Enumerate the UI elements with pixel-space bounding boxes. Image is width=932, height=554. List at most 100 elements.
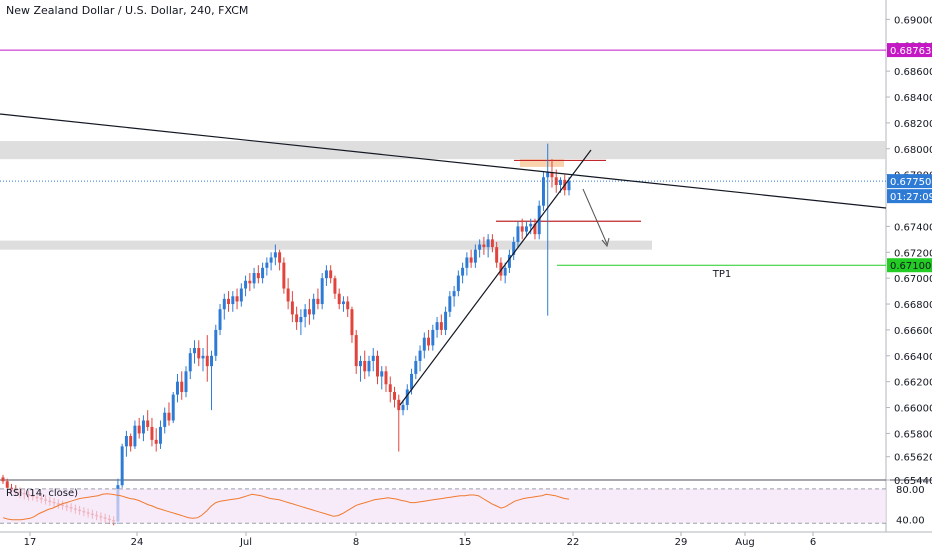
candle-body bbox=[410, 373, 414, 390]
candle-body bbox=[337, 293, 341, 305]
candle-body bbox=[465, 257, 469, 268]
candle-body bbox=[248, 280, 252, 284]
candle-body bbox=[546, 172, 550, 178]
candle-body bbox=[516, 226, 520, 242]
candle-body bbox=[320, 278, 324, 305]
y-tick-label: 0.65440 bbox=[894, 476, 932, 487]
candle-body bbox=[329, 270, 333, 279]
last-price-tag: 0.67750 bbox=[890, 177, 931, 188]
candle-body bbox=[444, 311, 448, 330]
candle-body bbox=[214, 329, 218, 356]
candle-body bbox=[124, 436, 128, 447]
candle-body bbox=[171, 394, 175, 421]
candle-body bbox=[558, 179, 562, 186]
rsi-line bbox=[2, 493, 570, 521]
candle-body bbox=[188, 353, 192, 372]
candle-body bbox=[486, 239, 490, 248]
ascending-trendline bbox=[399, 149, 592, 406]
candle-body bbox=[499, 262, 503, 276]
candle-body bbox=[461, 267, 465, 276]
candle-body bbox=[469, 257, 473, 263]
candle-body bbox=[129, 436, 133, 447]
candle-body bbox=[120, 446, 124, 486]
candle-body bbox=[414, 360, 418, 374]
candle-body bbox=[524, 226, 528, 232]
candle-body bbox=[418, 350, 422, 361]
descending-trendline bbox=[0, 113, 887, 209]
candle-body bbox=[290, 301, 294, 315]
y-tick-label: 0.67000 bbox=[894, 274, 932, 285]
candle-body bbox=[261, 267, 265, 279]
y-tick-label: 0.67400 bbox=[894, 222, 932, 233]
candle-body bbox=[550, 172, 554, 178]
candle-body bbox=[380, 371, 384, 377]
tp-price-tag: 0.67100 bbox=[890, 261, 931, 272]
y-tick-label: 0.68000 bbox=[894, 145, 932, 156]
candle-body bbox=[431, 329, 435, 346]
candle-body bbox=[346, 301, 350, 310]
candle-body bbox=[376, 355, 379, 377]
x-tick-label: 24 bbox=[131, 537, 144, 548]
candle-body bbox=[350, 309, 354, 336]
candle-body bbox=[393, 392, 397, 400]
candle-body bbox=[503, 267, 507, 276]
candle-body bbox=[244, 280, 248, 289]
y-tick-label: 0.66800 bbox=[894, 300, 932, 311]
candle-body bbox=[405, 389, 409, 405]
candle-body bbox=[154, 439, 158, 444]
highlight-zone bbox=[520, 159, 564, 167]
y-tick-label: 0.68200 bbox=[894, 119, 932, 130]
candle-body bbox=[401, 404, 405, 411]
candle-body bbox=[180, 381, 184, 393]
rsi-tick-40: 40.00 bbox=[896, 515, 925, 526]
candle-body bbox=[371, 355, 375, 361]
candle-body bbox=[184, 371, 188, 393]
candle-body bbox=[175, 381, 179, 395]
y-tick-label: 0.69000 bbox=[894, 15, 932, 26]
candle-body bbox=[384, 371, 388, 385]
candle-body bbox=[354, 335, 358, 367]
candle-body bbox=[358, 360, 362, 367]
candle-body bbox=[478, 244, 482, 250]
projection-arrowhead bbox=[601, 237, 610, 248]
candle-body bbox=[286, 288, 290, 302]
y-tick-label: 0.66000 bbox=[894, 404, 932, 415]
candle-body bbox=[265, 262, 269, 268]
candle-body bbox=[422, 337, 426, 351]
countdown-tag: 01:27:09 bbox=[890, 192, 932, 203]
candle-body bbox=[269, 257, 273, 263]
candle-body bbox=[210, 355, 214, 367]
candle-body bbox=[324, 270, 328, 279]
candle-body bbox=[295, 314, 299, 323]
x-tick-label: 29 bbox=[675, 537, 688, 548]
x-tick-label: 15 bbox=[459, 537, 472, 548]
candle-body bbox=[473, 249, 477, 263]
candle-body bbox=[133, 425, 137, 447]
candle-body bbox=[193, 348, 196, 354]
y-tick-label: 0.66400 bbox=[894, 352, 932, 363]
candle-body bbox=[205, 355, 209, 367]
candle-body bbox=[307, 309, 311, 315]
candle-body bbox=[554, 177, 558, 186]
candle-body bbox=[397, 399, 401, 411]
x-tick-label: 8 bbox=[353, 537, 359, 548]
candle-body bbox=[201, 355, 205, 359]
candle-body bbox=[482, 244, 486, 248]
candle-body bbox=[427, 337, 431, 346]
candle-body bbox=[1, 477, 5, 482]
candle-body bbox=[439, 322, 443, 330]
candle-body bbox=[222, 298, 226, 310]
candle-body bbox=[312, 298, 316, 315]
candle-body bbox=[278, 252, 282, 263]
candle-body bbox=[388, 384, 392, 393]
candles-group bbox=[1, 143, 571, 526]
sr-zone bbox=[0, 141, 886, 160]
tp-price-tag-bg bbox=[887, 258, 932, 273]
candle-body bbox=[363, 360, 367, 372]
y-tick-label: 0.67200 bbox=[894, 248, 932, 259]
candle-body bbox=[333, 278, 337, 294]
candle-body bbox=[163, 412, 167, 427]
candle-body bbox=[435, 322, 439, 330]
